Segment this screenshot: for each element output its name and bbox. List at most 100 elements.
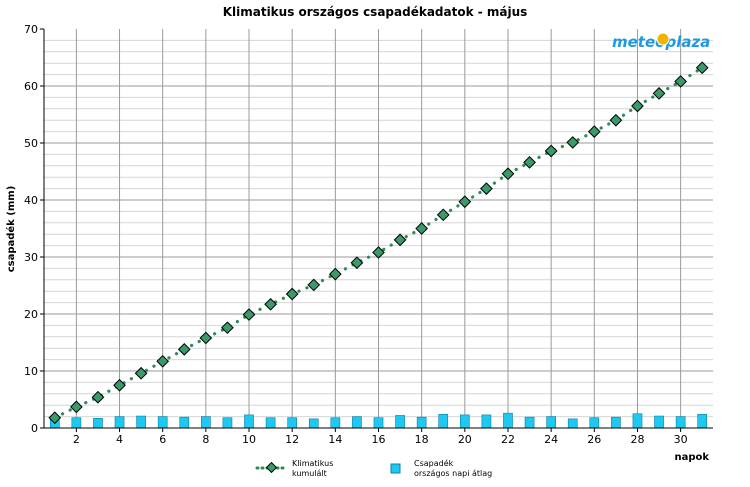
bar xyxy=(524,416,535,429)
line-point xyxy=(199,331,213,345)
bar xyxy=(71,417,82,429)
x-tick-label: 12 xyxy=(285,433,299,446)
legend-line-marker xyxy=(265,461,278,474)
y-axis-label: csapadék (mm) xyxy=(5,186,17,273)
x-tick-label: 28 xyxy=(630,433,644,446)
line-point xyxy=(652,87,666,100)
bar xyxy=(416,416,427,429)
line-point xyxy=(609,113,623,127)
line-series xyxy=(48,61,709,425)
line-point xyxy=(177,342,191,356)
bar xyxy=(136,415,146,429)
chart-title: Klimatikus országos csapadékadatok - máj… xyxy=(223,5,528,19)
y-tick-label: 60 xyxy=(24,80,38,93)
x-tick-label: 6 xyxy=(159,433,166,446)
bar xyxy=(481,414,492,429)
bar-series xyxy=(49,412,708,429)
y-tick-label: 50 xyxy=(24,137,38,150)
line-point xyxy=(48,411,62,425)
bar xyxy=(201,416,211,429)
bar xyxy=(675,416,686,429)
x-tick-label: 8 xyxy=(202,433,209,446)
bar xyxy=(222,417,233,429)
bar xyxy=(93,418,103,429)
y-tick-label: 0 xyxy=(31,422,38,435)
grid xyxy=(44,29,713,428)
line-point xyxy=(350,256,364,270)
y-tick-label: 20 xyxy=(24,308,38,321)
line-point xyxy=(242,308,256,321)
bar xyxy=(373,417,384,429)
legend-bar-swatch xyxy=(390,463,401,474)
y-tick-label: 30 xyxy=(24,251,38,264)
line-point xyxy=(674,75,687,88)
bar xyxy=(632,413,643,429)
bar xyxy=(114,416,125,429)
legend: Klimatikus kumulált Csapadék országos na… xyxy=(255,458,492,478)
bar xyxy=(503,412,513,429)
legend-line-label-1: Klimatikus xyxy=(292,459,333,468)
x-tick-label: 22 xyxy=(501,433,515,446)
line-point xyxy=(458,195,472,209)
line-point xyxy=(501,167,515,181)
bar xyxy=(459,414,470,429)
x-tick-label: 18 xyxy=(415,433,429,446)
bar xyxy=(654,415,664,429)
bar xyxy=(179,416,190,429)
line-point xyxy=(566,136,580,149)
line-point xyxy=(221,321,234,335)
x-tick-label: 20 xyxy=(458,433,472,446)
x-tick-label: 30 xyxy=(674,433,688,446)
line-point xyxy=(415,222,429,235)
line-point xyxy=(91,390,105,404)
line-point xyxy=(587,125,601,138)
x-tick-label: 4 xyxy=(116,433,123,446)
bar xyxy=(567,418,578,429)
line-point xyxy=(695,61,709,75)
bar xyxy=(589,417,600,429)
bar xyxy=(287,417,298,429)
y-tick-label: 10 xyxy=(24,365,38,378)
line-point xyxy=(264,297,277,311)
x-tick-label: 16 xyxy=(372,433,386,446)
x-tick-label: 24 xyxy=(544,433,558,446)
y-tick-label: 70 xyxy=(24,23,38,36)
line-point xyxy=(134,366,148,380)
line-point xyxy=(480,182,493,195)
bar xyxy=(244,414,254,429)
x-tick-label: 10 xyxy=(242,433,256,446)
logo-text-left: meteo xyxy=(612,33,665,51)
line-point xyxy=(156,354,170,368)
y-tick-label: 40 xyxy=(24,194,38,207)
x-tick-label: 26 xyxy=(587,433,601,446)
bar xyxy=(157,416,168,429)
line-point xyxy=(285,287,299,301)
bar xyxy=(438,414,449,429)
legend-line-label-2: kumulált xyxy=(292,469,327,478)
bar xyxy=(395,415,405,429)
bar xyxy=(352,416,362,429)
line-point xyxy=(436,208,450,222)
line-point xyxy=(328,267,342,281)
legend-bar-label-2: országos napi átlag xyxy=(414,469,492,478)
bar xyxy=(697,414,708,429)
logo-text-right: plaza xyxy=(664,33,710,51)
x-tick-label: 2 xyxy=(73,433,80,446)
logo-sun-icon xyxy=(656,32,670,46)
line-point xyxy=(113,378,126,392)
bar xyxy=(330,417,341,429)
line-point xyxy=(70,400,83,414)
bar xyxy=(265,417,276,429)
bar xyxy=(308,418,319,429)
bar xyxy=(546,416,556,429)
bar xyxy=(611,416,621,429)
legend-bar-label-1: Csapadék xyxy=(414,458,454,468)
line-point xyxy=(631,99,644,113)
x-tick-label: 14 xyxy=(328,433,342,446)
line-point xyxy=(307,278,321,292)
line-point xyxy=(393,233,407,247)
logo-text: meteoplaza xyxy=(612,33,710,51)
line-point xyxy=(523,156,536,169)
